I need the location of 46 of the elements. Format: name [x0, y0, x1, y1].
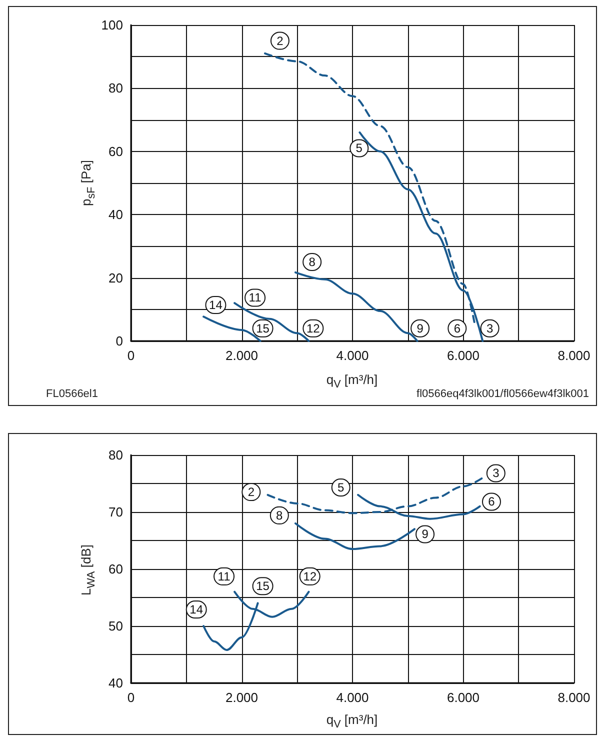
annotation: 9: [422, 527, 429, 542]
x-tick-label: 0: [127, 690, 135, 705]
x-tick-label: 2.000: [225, 690, 258, 705]
x-axis-title: q$_{V}$ [m³/h]: [326, 372, 378, 391]
annotation: 6: [488, 494, 496, 509]
y-tick-label: 70: [108, 504, 123, 520]
x-axis-title: q$_{V}$ [m³/h]: [326, 712, 378, 731]
x-tick-label: 6.000: [446, 690, 480, 705]
line-series: [294, 271, 418, 342]
annotation: 11: [218, 569, 231, 584]
annotation: 14: [209, 298, 223, 312]
x-tick-label: 4.000: [336, 348, 369, 363]
y-tick-label: 100: [101, 18, 123, 32]
y-tick-label: 60: [108, 144, 123, 159]
annotation: 2: [248, 485, 255, 500]
annotation: 5: [356, 141, 363, 156]
x-tick-label: 4.000: [336, 690, 369, 705]
y-tick-label: 40: [108, 676, 123, 690]
annotation: 8: [276, 508, 284, 522]
annotation: 14: [190, 602, 204, 616]
y-tick-label: 50: [108, 618, 123, 634]
annotation: 2: [276, 34, 284, 48]
annotation: 12: [303, 569, 317, 584]
annotation: 8: [308, 255, 316, 269]
y-tick-label: 20: [108, 270, 123, 286]
annotation: 3: [492, 466, 500, 480]
y-tick-label: 60: [108, 562, 123, 576]
x-tick-label: 8.000: [558, 348, 590, 363]
annotation: 15: [256, 579, 270, 594]
annotation: 5: [338, 480, 345, 494]
annotation: 9: [416, 321, 424, 336]
y-tick-label: 80: [108, 448, 123, 462]
y-tick-label: 40: [108, 207, 123, 222]
y-tick-label: 80: [108, 80, 123, 96]
x-tick-label: 0: [127, 348, 135, 363]
x-tick-label: 2.000: [225, 348, 258, 363]
annotation: 12: [306, 321, 320, 336]
annotation: 3: [486, 321, 494, 336]
x-tick-label: 6.000: [446, 348, 480, 363]
annotation: 15: [256, 321, 270, 336]
annotation: 11: [248, 290, 262, 305]
y-tick-label: 0: [116, 334, 123, 348]
annotation: 6: [454, 321, 461, 336]
text: fl0566eq4f3lk001/fl0566ew4f3lk001: [416, 388, 589, 400]
x-tick-label: 8.000: [558, 690, 590, 705]
text: FL0566el1: [46, 388, 98, 400]
